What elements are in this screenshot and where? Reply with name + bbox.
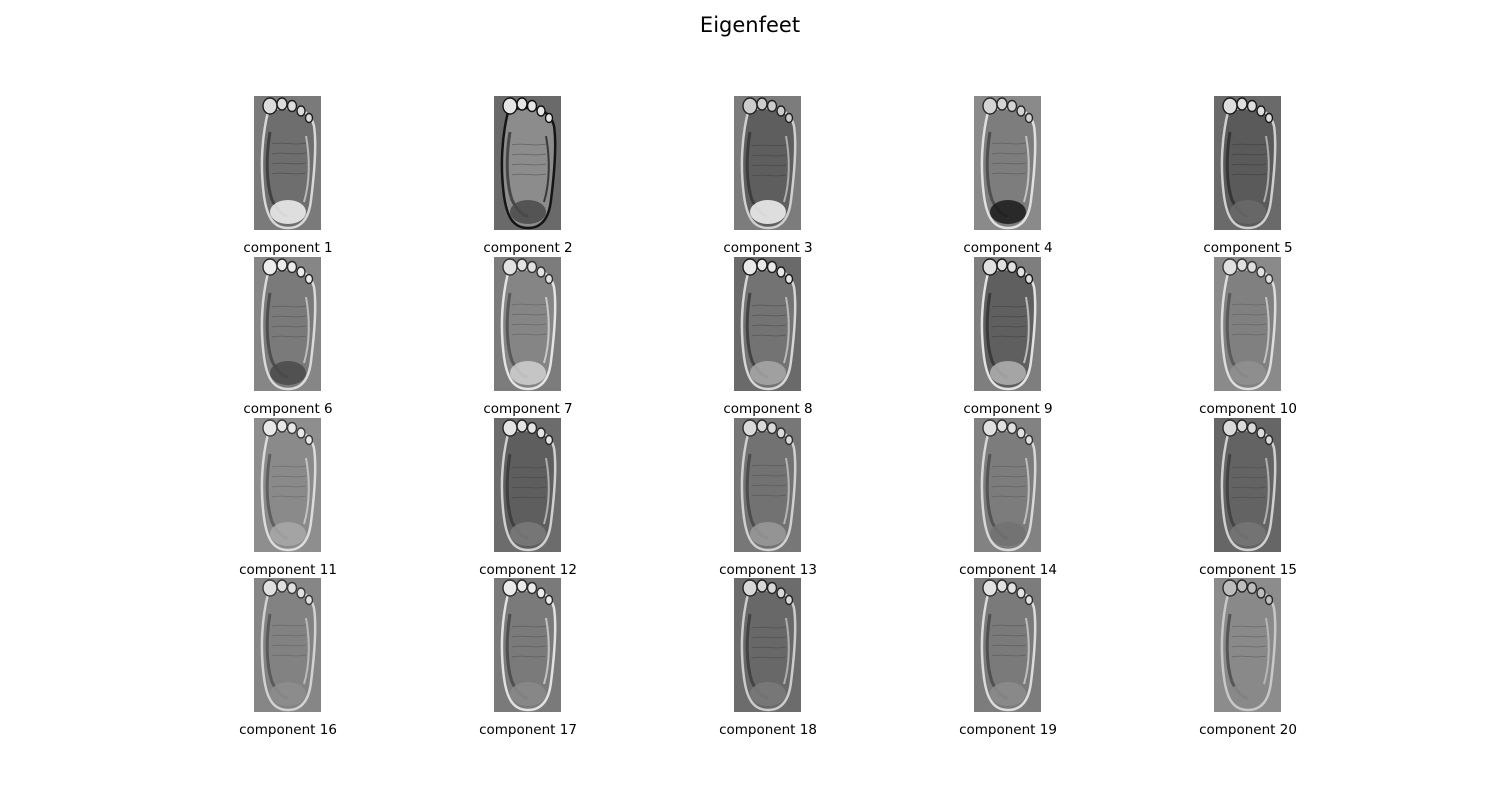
eigenfoot-panel: component 18 — [668, 578, 868, 738]
eigenfoot-panel: component 16 — [188, 578, 388, 738]
eigenfoot-image — [254, 578, 321, 712]
component-caption: component 14 — [959, 562, 1057, 578]
eigenfoot-thumbnail — [734, 578, 801, 712]
eigenfoot-thumbnail — [734, 96, 801, 230]
eigenfoot-panel: component 19 — [908, 578, 1108, 738]
figure-title: Eigenfeet — [699, 13, 801, 37]
eigenfoot-image — [974, 578, 1041, 712]
eigenfoot-panel: component 5 — [1148, 96, 1348, 256]
component-caption: component 6 — [243, 401, 333, 417]
eigenfoot-thumbnail — [254, 578, 321, 712]
eigenfoot-thumbnail — [254, 257, 321, 391]
eigenfoot-panel: component 12 — [428, 418, 628, 578]
eigenfoot-panel: component 2 — [428, 96, 628, 256]
eigenfoot-panel: component 17 — [428, 578, 628, 738]
eigenfoot-thumbnail — [494, 418, 561, 552]
eigenfoot-image — [1214, 578, 1281, 712]
eigenfoot-image — [494, 578, 561, 712]
component-caption: component 2 — [483, 240, 573, 256]
eigenfoot-image — [1214, 418, 1281, 552]
eigenfoot-image — [974, 96, 1041, 230]
eigenfoot-thumbnail — [1214, 257, 1281, 391]
eigenfoot-panel: component 15 — [1148, 418, 1348, 578]
component-caption: component 16 — [239, 722, 337, 738]
eigenfoot-thumbnail — [1214, 418, 1281, 552]
component-caption: component 7 — [483, 401, 573, 417]
eigenfoot-image — [974, 257, 1041, 391]
eigenfoot-thumbnail — [1214, 578, 1281, 712]
eigenfoot-panel: component 6 — [188, 257, 388, 417]
eigenfoot-image — [734, 257, 801, 391]
eigenfoot-image — [254, 418, 321, 552]
component-caption: component 13 — [719, 562, 817, 578]
eigenfoot-thumbnail — [974, 96, 1041, 230]
eigenfoot-panel: component 9 — [908, 257, 1108, 417]
component-caption: component 8 — [723, 401, 813, 417]
eigenfoot-image — [1214, 96, 1281, 230]
eigenfoot-image — [734, 578, 801, 712]
eigenfoot-panel: component 20 — [1148, 578, 1348, 738]
eigenfoot-panel: component 14 — [908, 418, 1108, 578]
component-caption: component 12 — [479, 562, 577, 578]
component-caption: component 10 — [1199, 401, 1297, 417]
eigenfoot-thumbnail — [254, 96, 321, 230]
component-caption: component 9 — [963, 401, 1053, 417]
eigenfoot-thumbnail — [974, 418, 1041, 552]
component-caption: component 20 — [1199, 722, 1297, 738]
eigenfoot-panel: component 1 — [188, 96, 388, 256]
eigenfoot-thumbnail — [494, 257, 561, 391]
component-caption: component 3 — [723, 240, 813, 256]
eigenfoot-panel: component 3 — [668, 96, 868, 256]
eigenfoot-image — [494, 96, 561, 230]
component-caption: component 11 — [239, 562, 337, 578]
eigenfoot-image — [974, 418, 1041, 552]
eigenfoot-panel: component 11 — [188, 418, 388, 578]
component-caption: component 19 — [959, 722, 1057, 738]
eigenfoot-image — [734, 418, 801, 552]
eigenfoot-thumbnail — [734, 418, 801, 552]
component-caption: component 17 — [479, 722, 577, 738]
eigenfoot-panel: component 13 — [668, 418, 868, 578]
eigenfoot-image — [494, 257, 561, 391]
eigenfoot-panel: component 8 — [668, 257, 868, 417]
component-caption: component 4 — [963, 240, 1053, 256]
component-caption: component 15 — [1199, 562, 1297, 578]
eigenfoot-panel: component 4 — [908, 96, 1108, 256]
component-caption: component 1 — [243, 240, 333, 256]
eigenfoot-image — [254, 257, 321, 391]
eigenfoot-thumbnail — [494, 578, 561, 712]
eigenfoot-thumbnail — [1214, 96, 1281, 230]
eigenfoot-image — [254, 96, 321, 230]
eigenfoot-thumbnail — [494, 96, 561, 230]
component-caption: component 5 — [1203, 240, 1293, 256]
eigenfoot-image — [1214, 257, 1281, 391]
eigenfoot-image — [494, 418, 561, 552]
eigenfoot-thumbnail — [974, 578, 1041, 712]
eigenfoot-thumbnail — [734, 257, 801, 391]
eigenfoot-panel: component 10 — [1148, 257, 1348, 417]
component-caption: component 18 — [719, 722, 817, 738]
eigenfoot-thumbnail — [974, 257, 1041, 391]
eigenfoot-panel: component 7 — [428, 257, 628, 417]
eigenfoot-image — [734, 96, 801, 230]
eigenfoot-thumbnail — [254, 418, 321, 552]
